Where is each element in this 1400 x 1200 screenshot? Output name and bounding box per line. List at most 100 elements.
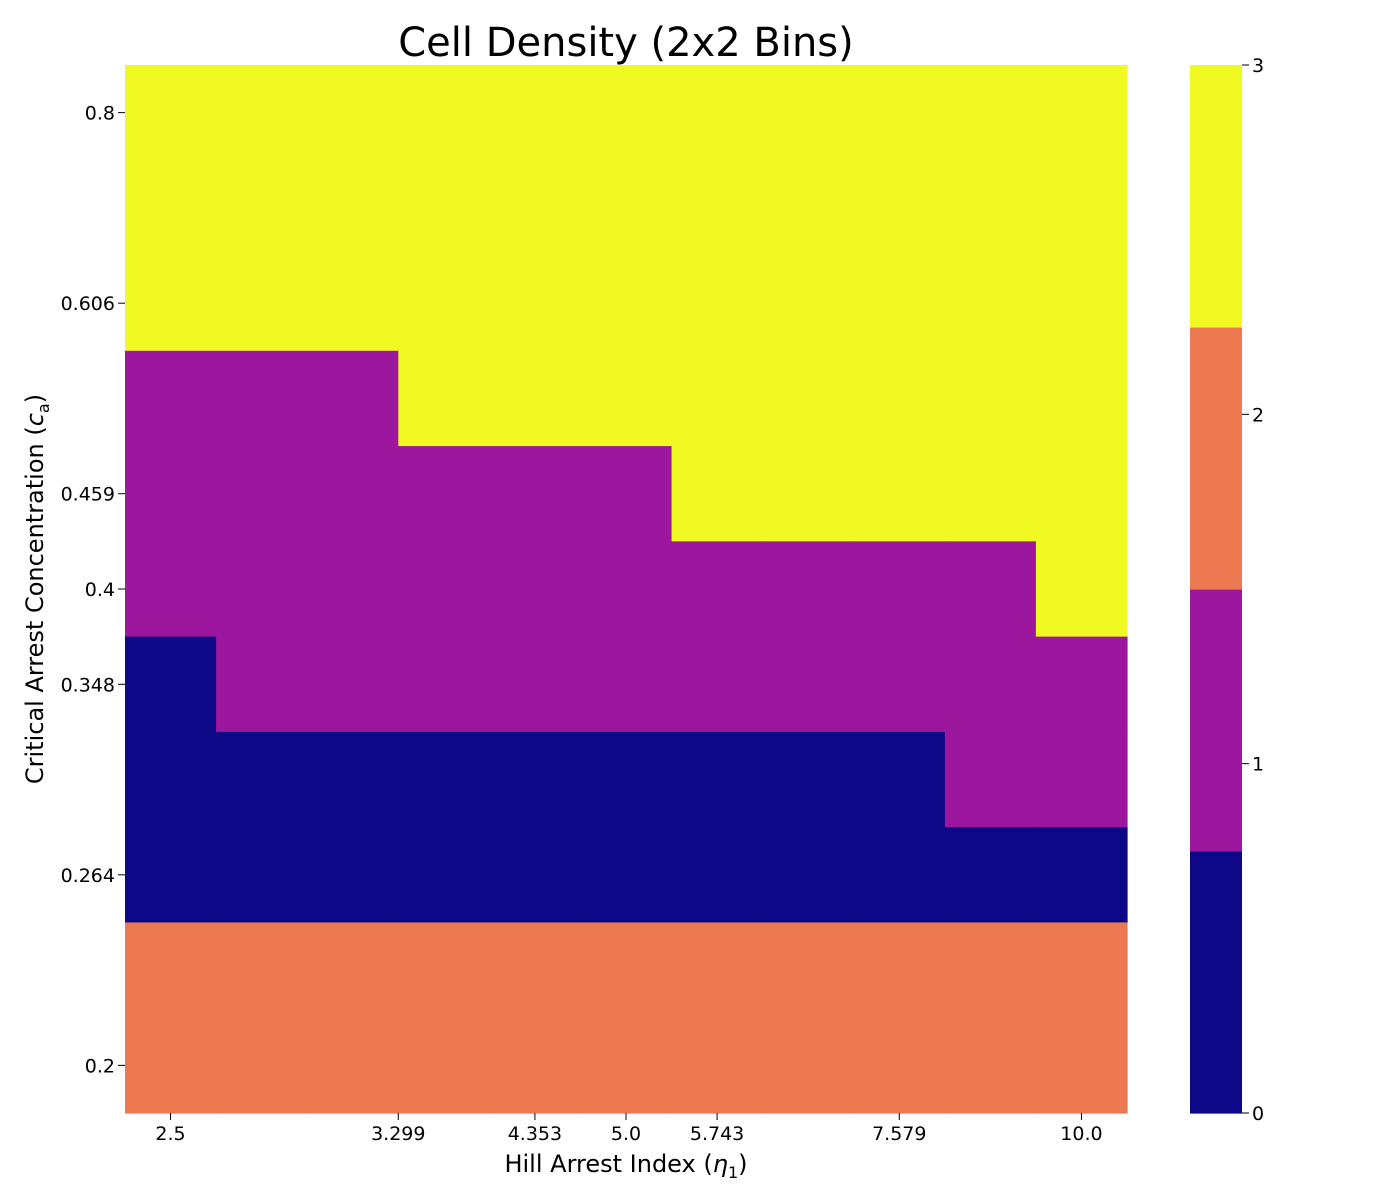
- chart-title: Cell Density (2x2 Bins): [398, 20, 854, 66]
- heatmap-cell: [944, 350, 1037, 447]
- colorbar-segment: [1190, 589, 1242, 852]
- heatmap-cell: [398, 827, 490, 924]
- x-axis-label-close: ): [738, 1150, 747, 1178]
- heatmap-cell: [944, 541, 1037, 638]
- heatmap-cell: [762, 827, 855, 924]
- heatmap-cell: [580, 1017, 673, 1114]
- heatmap-cell: [580, 731, 673, 828]
- heatmap-cell: [125, 255, 217, 352]
- y-axis-label-close: ): [21, 394, 49, 403]
- heatmap-cell: [762, 636, 855, 733]
- heatmap-cell: [489, 636, 582, 733]
- heatmap-cell: [398, 255, 490, 352]
- colorbar-tick-label: 2: [1252, 404, 1264, 426]
- y-tick-label: 0.348: [61, 674, 115, 696]
- heatmap-cell: [125, 541, 217, 638]
- x-tick-label: 2.5: [155, 1123, 185, 1145]
- heatmap-cell: [944, 160, 1037, 257]
- heatmap-cell: [580, 636, 673, 733]
- heatmap-cell: [762, 1017, 855, 1114]
- heatmap-cell: [944, 827, 1037, 924]
- heatmap-cell: [671, 1017, 764, 1114]
- heatmap-cell: [216, 446, 308, 542]
- heatmap-cell: [216, 160, 308, 257]
- y-tick-label: 0.459: [61, 484, 115, 506]
- heatmap-cell: [762, 922, 855, 1019]
- heatmap-cell: [580, 350, 673, 447]
- heatmap-cell: [580, 827, 673, 924]
- heatmap-cell: [762, 255, 855, 352]
- colorbar-tick-label: 1: [1252, 754, 1264, 776]
- heatmap-cell: [125, 446, 217, 542]
- heatmap-cell: [216, 255, 308, 352]
- heatmap-cell: [944, 65, 1037, 161]
- heatmap-cells: [125, 65, 1128, 1114]
- y-tick-label: 0.606: [61, 293, 115, 315]
- heatmap-cell: [398, 160, 490, 257]
- heatmap-cell: [580, 446, 673, 542]
- heatmap-cell: [398, 922, 490, 1019]
- y-tick-label: 0.8: [85, 103, 115, 125]
- colorbar: [1190, 65, 1242, 1114]
- heatmap-cell: [307, 446, 399, 542]
- heatmap-cell: [489, 731, 582, 828]
- heatmap-cell: [580, 541, 673, 638]
- heatmap-cell: [762, 731, 855, 828]
- heatmap-cell: [1035, 255, 1128, 352]
- heatmap-cell: [216, 827, 308, 924]
- heatmap-cell: [489, 827, 582, 924]
- heatmap-cell: [216, 731, 308, 828]
- heatmap-cell: [216, 541, 308, 638]
- heatmap-cell: [944, 446, 1037, 542]
- heatmap-cell: [1035, 922, 1128, 1019]
- heatmap-cell: [125, 636, 217, 733]
- heatmap-cell: [398, 636, 490, 733]
- y-axis-label-text: Critical Arrest Concentration (: [21, 426, 49, 784]
- y-axis-label-subscript: a: [34, 403, 53, 413]
- heatmap-cell: [125, 160, 217, 257]
- heatmap-cell: [307, 65, 399, 161]
- heatmap-cell: [853, 65, 946, 161]
- heatmap-cell: [125, 1017, 217, 1114]
- heatmap-cell: [489, 1017, 582, 1114]
- x-axis-label-subscript: 1: [728, 1163, 738, 1182]
- colorbar-tick-label: 3: [1252, 55, 1264, 77]
- y-tick-label: 0.4: [85, 579, 115, 601]
- heatmap-cell: [307, 827, 399, 924]
- heatmap-cell: [853, 541, 946, 638]
- heatmap-cell: [853, 636, 946, 733]
- heatmap-cell: [1035, 446, 1128, 542]
- y-tick-label: 0.2: [85, 1055, 115, 1077]
- heatmap-cell: [762, 350, 855, 447]
- heatmap-cell: [671, 350, 764, 447]
- heatmap-cell: [398, 350, 490, 447]
- x-tick-label: 10.0: [1060, 1123, 1102, 1145]
- x-axis-ticks: 2.5 3.299 4.353 5.0 5.743 7.579 10.0: [155, 1113, 1103, 1145]
- heatmap-cell: [489, 541, 582, 638]
- heatmap-cell: [853, 255, 946, 352]
- heatmap-cell: [398, 446, 490, 542]
- heatmap-cell: [671, 922, 764, 1019]
- heatmap-cell: [307, 350, 399, 447]
- heatmap-cell: [671, 160, 764, 257]
- heatmap-cell: [853, 731, 946, 828]
- heatmap-cell: [944, 922, 1037, 1019]
- heatmap-cell: [1035, 160, 1128, 257]
- heatmap-cell: [853, 922, 946, 1019]
- x-tick-label: 7.579: [872, 1123, 926, 1145]
- heatmap-cell: [398, 1017, 490, 1114]
- heatmap-cell: [125, 731, 217, 828]
- heatmap-cell: [580, 65, 673, 161]
- heatmap-cell: [398, 65, 490, 161]
- heatmap-cell: [671, 636, 764, 733]
- heatmap-cell: [398, 541, 490, 638]
- heatmap-cell: [580, 922, 673, 1019]
- heatmap-cell: [489, 350, 582, 447]
- heatmap-cell: [671, 65, 764, 161]
- heatmap-cell: [307, 636, 399, 733]
- heatmap-cell: [216, 65, 308, 161]
- heatmap-cell: [216, 350, 308, 447]
- heatmap-cell: [1035, 636, 1128, 733]
- heatmap-cell: [671, 446, 764, 542]
